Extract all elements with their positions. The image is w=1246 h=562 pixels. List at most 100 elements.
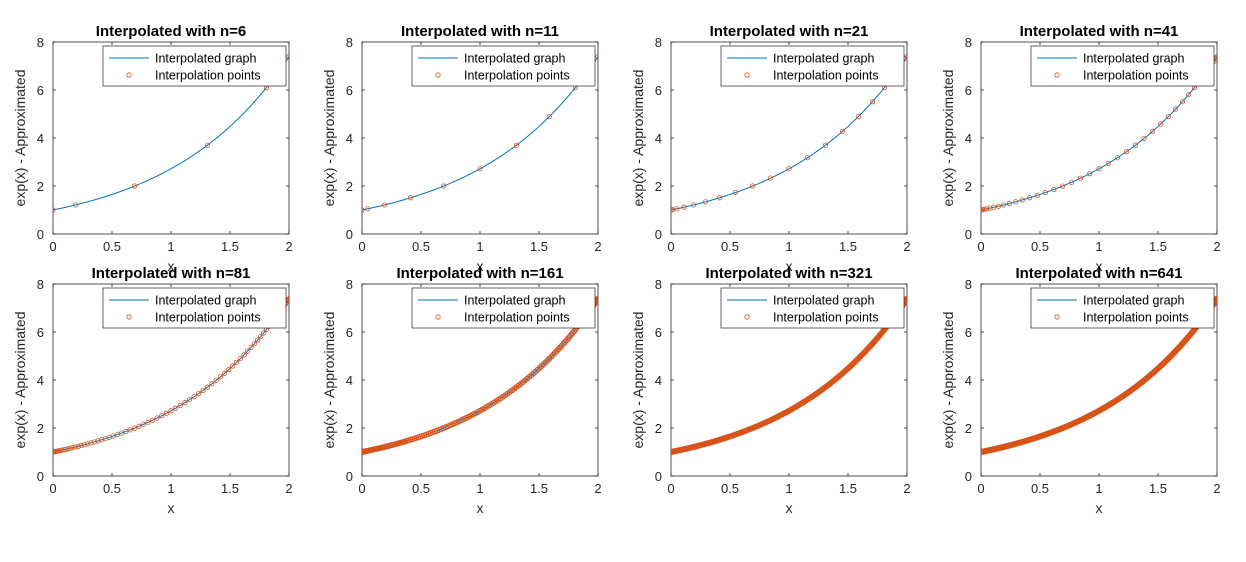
interpolation-point — [127, 427, 133, 433]
x-tick-label: 0 — [49, 239, 56, 254]
interpolation-point — [78, 442, 84, 449]
interpolation-point — [1012, 199, 1019, 205]
interpolation-point — [286, 296, 289, 302]
x-tick-label: 2 — [903, 239, 910, 254]
interpolation-point — [131, 425, 138, 431]
interpolation-point — [241, 352, 247, 358]
interpolation-point — [1019, 197, 1025, 203]
interpolation-point — [1051, 186, 1057, 193]
legend-entry-interpolation-points: Interpolation points — [773, 69, 879, 83]
interpolation-point — [681, 204, 687, 210]
interpolation-point — [255, 337, 261, 343]
y-tick-label: 4 — [655, 131, 662, 146]
interpolation-point — [123, 428, 129, 435]
interpolation-point — [72, 444, 79, 450]
x-tick-label: 0.5 — [103, 239, 121, 254]
subplot-title: Interpolated with n=161 — [396, 265, 563, 282]
x-tick-label: 0 — [358, 481, 365, 496]
interpolation-point — [251, 341, 258, 347]
y-tick-label: 6 — [965, 83, 972, 98]
y-tick-label: 6 — [965, 325, 972, 340]
subplot-8: Interpolated with n=641 0 0.5 1 1.5 2 0 2 4 6 8 x ex… — [940, 265, 1221, 516]
interpolation-point — [168, 408, 174, 414]
interpolation-point — [91, 439, 97, 445]
legend-entry-interpolated-graph: Interpolated graph — [1083, 294, 1185, 308]
interpolation-point — [1000, 202, 1007, 208]
interpolation-point — [1059, 183, 1066, 189]
legend: Interpolated graph Interpolation points — [102, 287, 287, 329]
interpolation-point — [674, 206, 680, 212]
y-tick-label: 4 — [346, 131, 353, 146]
legend-box — [102, 45, 287, 87]
x-tick-label: 1 — [785, 239, 792, 254]
y-tick-label: 2 — [655, 421, 662, 436]
interpolation-point — [1042, 189, 1049, 196]
interpolation-point — [245, 348, 251, 354]
interpolation-point — [362, 207, 365, 213]
interpolation-point — [671, 207, 674, 213]
subplot-title: Interpolated with n=81 — [92, 265, 251, 282]
interpolation-point — [1105, 160, 1111, 167]
interpolation-point — [546, 114, 552, 120]
interpolation-point — [477, 166, 483, 172]
interpolation-point — [804, 155, 811, 161]
interpolation-point — [1123, 149, 1130, 155]
interpolation-point — [595, 54, 598, 60]
x-tick-label: 0.5 — [103, 481, 121, 496]
y-tick-label: 8 — [655, 35, 662, 50]
subplot-5: Interpolated with n=81 0 0.5 1 1.5 2 0 2 4 6 8 x exp… — [12, 265, 293, 516]
x-tick-label: 1 — [167, 239, 174, 254]
interpolation-point — [213, 377, 219, 383]
legend-entry-interpolated-graph: Interpolated graph — [464, 52, 566, 66]
y-tick-label: 8 — [965, 35, 972, 50]
y-tick-label: 2 — [965, 179, 972, 194]
legend-entry-interpolation-points: Interpolation points — [464, 69, 570, 83]
y-tick-label: 2 — [346, 179, 353, 194]
interpolation-point — [204, 384, 211, 390]
x-tick-label: 2 — [285, 481, 292, 496]
interpolation-point — [440, 183, 447, 189]
x-tick-label: 1 — [1095, 481, 1102, 496]
interpolation-point — [145, 419, 151, 425]
legend: Interpolated graph Interpolation points — [1030, 45, 1215, 87]
legend-entry-interpolated-graph: Interpolated graph — [773, 294, 875, 308]
x-tick-label: 0.5 — [412, 481, 430, 496]
y-axis-label: exp(x) - Approximated — [321, 70, 337, 207]
legend-box — [720, 45, 905, 87]
y-tick-label: 2 — [655, 179, 662, 194]
x-axis-label: x — [168, 500, 175, 516]
interpolation-point — [209, 381, 215, 387]
interpolation-point — [1141, 135, 1147, 141]
interpolation-point — [72, 202, 79, 208]
interpolation-point — [1034, 192, 1040, 198]
y-tick-label: 4 — [965, 131, 972, 146]
y-tick-label: 8 — [37, 277, 44, 292]
legend-entry-interpolated-graph: Interpolated graph — [155, 294, 257, 308]
interpolation-point — [186, 397, 193, 403]
legend-box — [1030, 45, 1215, 87]
x-tick-label: 1.5 — [1149, 239, 1167, 254]
interpolation-point — [258, 333, 264, 340]
interpolation-point — [822, 142, 829, 148]
legend-entry-interpolation-points: Interpolation points — [464, 311, 570, 325]
legend-entry-interpolation-points: Interpolation points — [773, 311, 879, 325]
y-tick-label: 8 — [346, 35, 353, 50]
legend-marker-swatch — [744, 314, 750, 320]
x-tick-label: 1.5 — [839, 481, 857, 496]
interpolation-point — [95, 438, 101, 444]
x-tick-label: 2 — [594, 239, 601, 254]
legend-box — [411, 45, 596, 87]
interpolation-point — [221, 370, 228, 376]
x-tick-label: 1.5 — [221, 239, 239, 254]
legend-marker-swatch — [435, 314, 441, 320]
interpolation-point — [159, 413, 165, 419]
y-tick-label: 0 — [965, 469, 972, 484]
legend-entry-interpolation-points: Interpolation points — [155, 69, 261, 83]
x-tick-label: 0.5 — [1031, 481, 1049, 496]
interpolation-point — [513, 142, 520, 148]
interpolation-point — [195, 391, 202, 397]
interpolation-point — [204, 142, 211, 148]
y-tick-label: 0 — [37, 227, 44, 242]
subplot-6: Interpolated with n=161 0 0.5 1 1.5 2 0 2 4 6 8 x ex… — [321, 265, 602, 516]
interpolation-point — [70, 444, 76, 451]
